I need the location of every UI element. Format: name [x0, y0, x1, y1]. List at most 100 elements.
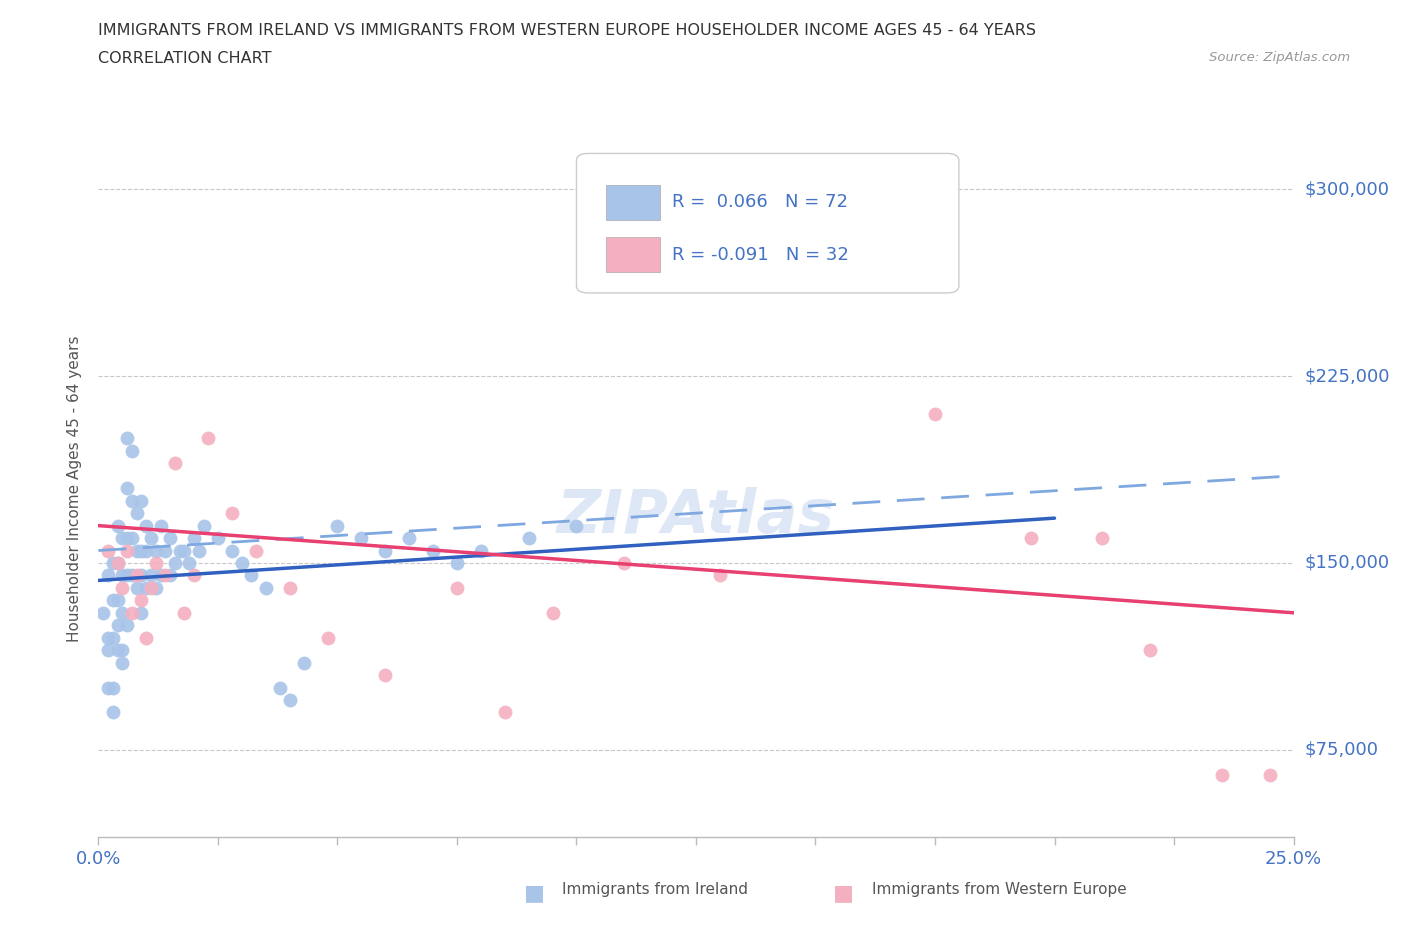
- Text: $225,000: $225,000: [1305, 367, 1391, 385]
- Point: [111, 568, 134, 583]
- Point: [159, 531, 181, 546]
- Point: [145, 580, 167, 595]
- Point: [111, 605, 134, 620]
- Point: [135, 518, 157, 533]
- Point: [107, 593, 129, 608]
- Point: [97, 568, 120, 583]
- Text: ■: ■: [834, 883, 853, 903]
- Point: [245, 543, 267, 558]
- Point: [121, 531, 143, 546]
- Point: [1091, 531, 1114, 546]
- Point: [97, 631, 120, 645]
- Point: [422, 543, 444, 558]
- Point: [709, 568, 731, 583]
- Point: [221, 506, 243, 521]
- Point: [131, 493, 153, 508]
- Point: [135, 543, 157, 558]
- Point: [107, 518, 129, 533]
- Point: [149, 518, 172, 533]
- Point: [163, 456, 186, 471]
- Point: [139, 568, 162, 583]
- Point: [115, 531, 138, 546]
- Text: ZIPAtlas: ZIPAtlas: [557, 486, 835, 546]
- Point: [107, 555, 129, 570]
- Point: [121, 568, 143, 583]
- Point: [107, 555, 129, 570]
- Point: [446, 580, 468, 595]
- Point: [350, 531, 373, 546]
- Point: [374, 668, 396, 683]
- Point: [101, 705, 124, 720]
- Point: [135, 580, 157, 595]
- Text: R = -0.091   N = 32: R = -0.091 N = 32: [672, 246, 849, 263]
- Point: [517, 531, 540, 546]
- Point: [155, 568, 177, 583]
- Text: Immigrants from Ireland: Immigrants from Ireland: [562, 883, 748, 897]
- FancyBboxPatch shape: [606, 185, 661, 219]
- Point: [470, 543, 492, 558]
- Point: [131, 593, 153, 608]
- Point: [111, 656, 134, 671]
- Point: [398, 531, 420, 546]
- Point: [155, 543, 177, 558]
- Point: [187, 543, 209, 558]
- Text: Immigrants from Western Europe: Immigrants from Western Europe: [872, 883, 1126, 897]
- Point: [1139, 643, 1161, 658]
- Text: Source: ZipAtlas.com: Source: ZipAtlas.com: [1209, 51, 1350, 64]
- Text: ■: ■: [524, 883, 544, 903]
- Y-axis label: Householder Income Ages 45 - 64 years: Householder Income Ages 45 - 64 years: [67, 335, 83, 642]
- Point: [292, 656, 315, 671]
- Point: [179, 555, 201, 570]
- Point: [115, 431, 138, 445]
- Point: [125, 580, 148, 595]
- Point: [121, 444, 143, 458]
- Text: $75,000: $75,000: [1305, 741, 1379, 759]
- Point: [183, 568, 205, 583]
- Text: $300,000: $300,000: [1305, 180, 1389, 198]
- Point: [131, 568, 153, 583]
- Point: [125, 543, 148, 558]
- Point: [326, 518, 349, 533]
- Point: [107, 618, 129, 632]
- Point: [97, 680, 120, 695]
- Point: [446, 555, 468, 570]
- Point: [139, 580, 162, 595]
- Text: CORRELATION CHART: CORRELATION CHART: [98, 51, 271, 66]
- Point: [197, 431, 219, 445]
- Point: [111, 643, 134, 658]
- Point: [240, 568, 263, 583]
- Point: [101, 680, 124, 695]
- Point: [159, 568, 181, 583]
- Text: R =  0.066   N = 72: R = 0.066 N = 72: [672, 193, 848, 211]
- Point: [145, 555, 167, 570]
- Point: [231, 555, 253, 570]
- Point: [278, 693, 301, 708]
- Point: [115, 481, 138, 496]
- Point: [135, 631, 157, 645]
- Point: [111, 531, 134, 546]
- Point: [97, 643, 120, 658]
- Text: $150,000: $150,000: [1305, 554, 1389, 572]
- Point: [221, 543, 243, 558]
- Point: [145, 543, 167, 558]
- Point: [139, 531, 162, 546]
- Point: [115, 618, 138, 632]
- Point: [1211, 767, 1233, 782]
- Point: [1258, 767, 1281, 782]
- Point: [125, 568, 148, 583]
- Point: [91, 605, 114, 620]
- Point: [924, 406, 946, 421]
- Point: [97, 543, 120, 558]
- Point: [374, 543, 396, 558]
- Point: [1019, 531, 1042, 546]
- Point: [101, 631, 124, 645]
- Point: [163, 555, 186, 570]
- Point: [316, 631, 339, 645]
- Point: [494, 705, 516, 720]
- Point: [193, 518, 215, 533]
- Point: [111, 580, 134, 595]
- Text: IMMIGRANTS FROM IRELAND VS IMMIGRANTS FROM WESTERN EUROPE HOUSEHOLDER INCOME AGE: IMMIGRANTS FROM IRELAND VS IMMIGRANTS FR…: [98, 23, 1036, 38]
- Point: [131, 543, 153, 558]
- Point: [107, 643, 129, 658]
- Point: [169, 543, 191, 558]
